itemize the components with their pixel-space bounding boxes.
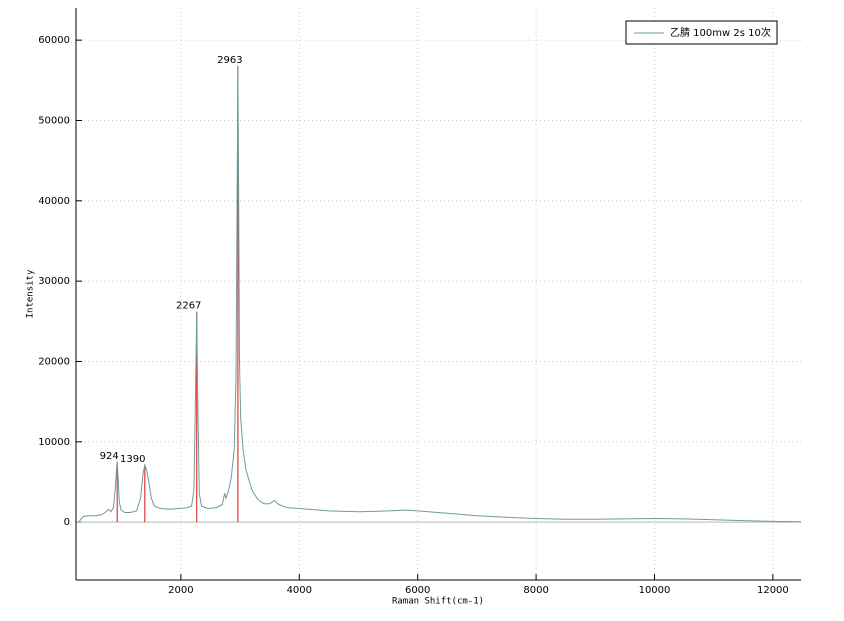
x-axis-label: Raman Shift(cm-1) [392,597,484,607]
x-tick-label: 6000 [405,585,430,596]
peak-label: 2963 [217,55,242,66]
x-tick-label: 2000 [168,585,193,596]
x-tick-label: 8000 [523,585,548,596]
peak-label: 1390 [120,454,145,465]
spectrum-line [78,65,802,523]
y-tick-label: 20000 [38,356,70,367]
x-tick-label: 10000 [639,585,671,596]
legend-label: 乙腈 100mw 2s 10次 [670,26,771,39]
y-tick-label: 30000 [38,276,70,287]
y-tick-label: 60000 [38,35,70,46]
y-axis-label: Intensity [26,269,36,318]
y-tick-label: 0 [64,517,70,528]
y-tick-label: 10000 [38,437,70,448]
y-tick-label: 50000 [38,115,70,126]
peak-label: 2267 [176,301,201,312]
y-tick-label: 40000 [38,196,70,207]
peak-label: 924 [100,451,119,462]
legend-box [625,20,778,45]
x-tick-label: 4000 [287,585,312,596]
x-tick-label: 12000 [757,585,789,596]
